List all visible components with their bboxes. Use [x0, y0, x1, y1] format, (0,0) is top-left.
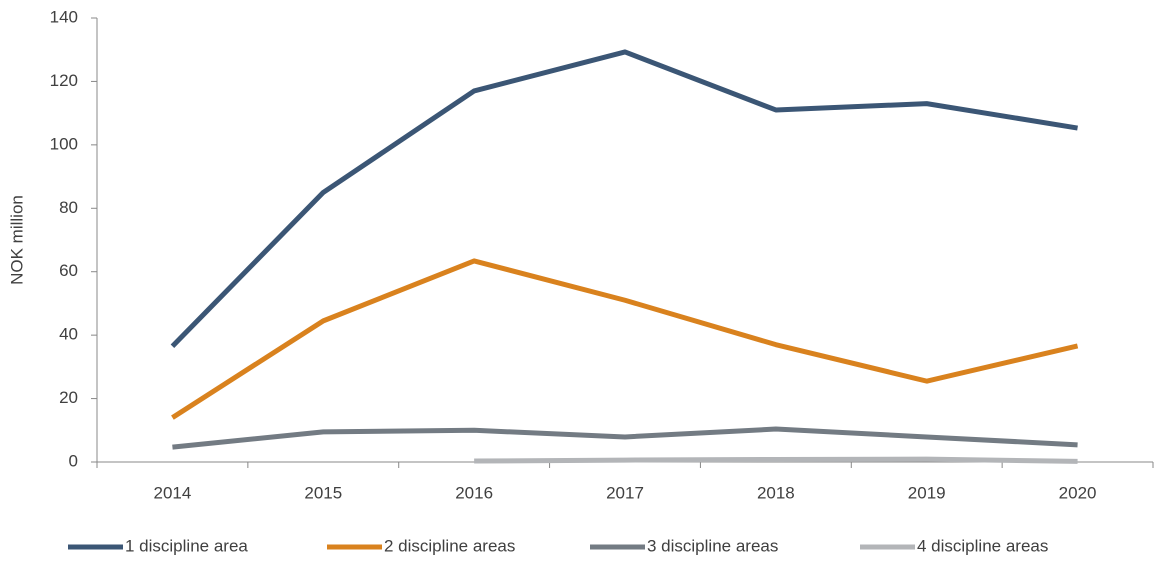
y-tick-label: 100 [50, 134, 78, 153]
y-tick-label: 40 [59, 325, 78, 344]
x-tick-label: 2019 [908, 483, 946, 502]
legend-label: 3 discipline areas [647, 536, 778, 555]
x-tick-label: 2017 [606, 483, 644, 502]
legend-label: 1 discipline area [125, 536, 248, 555]
x-tick-label: 2020 [1059, 483, 1097, 502]
y-tick-label: 140 [50, 7, 78, 26]
series-line [170, 49, 1078, 348]
series-line [172, 426, 1078, 450]
y-tick-label: 120 [50, 71, 78, 90]
y-tick-label: 20 [59, 388, 78, 407]
y-tick-label: 60 [59, 261, 78, 280]
x-tick-label: 2015 [304, 483, 342, 502]
y-tick-label: 80 [59, 198, 78, 217]
series-line [474, 456, 1078, 464]
x-tick-label: 2018 [757, 483, 795, 502]
y-axis-title: NOK million [7, 195, 26, 285]
legend-label: 2 discipline areas [384, 536, 515, 555]
y-tick-label: 0 [69, 451, 78, 470]
legend-label: 4 discipline areas [917, 536, 1048, 555]
series-line [171, 258, 1079, 420]
x-tick-label: 2016 [455, 483, 493, 502]
x-tick-label: 2014 [154, 483, 192, 502]
